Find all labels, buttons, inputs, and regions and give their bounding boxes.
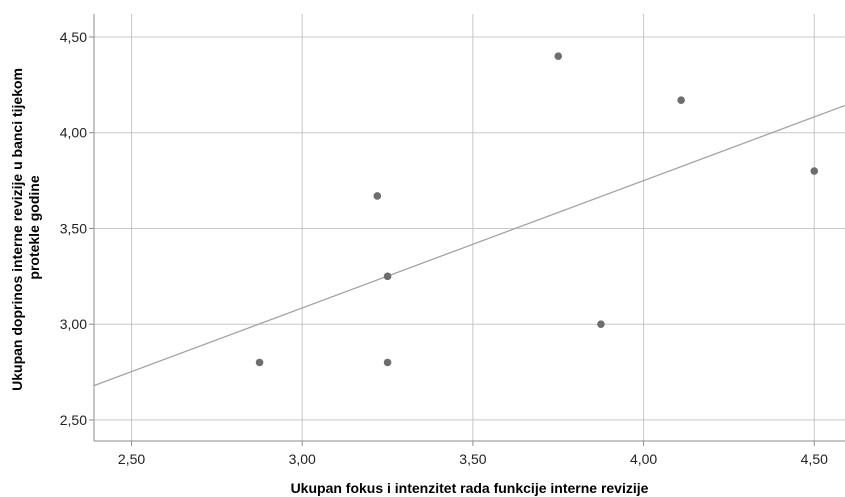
x-axis-title: Ukupan fokus i intenzitet rada funkcije … <box>291 480 649 496</box>
data-points <box>255 52 819 367</box>
tick-labels: 2,50 3,00 3,50 4,00 4,50 2,50 3,00 3,50 4,00 4,50 <box>60 29 828 467</box>
y-tick-label: 4,50 <box>60 29 87 45</box>
data-point <box>554 52 563 60</box>
x-tick-label: 4,50 <box>801 451 828 467</box>
axes <box>89 14 845 446</box>
y-tick-label: 4,00 <box>60 125 87 141</box>
data-point <box>810 167 819 175</box>
y-tick-label: 2,50 <box>60 412 87 428</box>
y-axis-title-line-2: protekle godine <box>26 175 42 279</box>
x-tick-label: 4,00 <box>630 451 657 467</box>
grid-lines <box>94 14 845 441</box>
data-point <box>597 320 605 328</box>
data-point <box>383 358 392 367</box>
data-point <box>677 96 685 104</box>
data-point <box>383 272 392 281</box>
x-tick-label: 3,50 <box>459 451 486 467</box>
x-tick-label: 2,50 <box>118 451 145 467</box>
y-axis-title: Ukupan doprinos interne revizije u banci… <box>9 64 42 391</box>
fit-line-layer <box>93 104 845 387</box>
regression-line <box>93 104 845 387</box>
data-point <box>255 358 264 367</box>
y-axis-title-line-1: Ukupan doprinos interne revizije u banci… <box>9 68 25 391</box>
data-point <box>373 192 382 200</box>
y-tick-label: 3,00 <box>60 316 87 332</box>
y-tick-label: 3,50 <box>60 220 87 236</box>
x-tick-label: 3,00 <box>289 451 316 467</box>
